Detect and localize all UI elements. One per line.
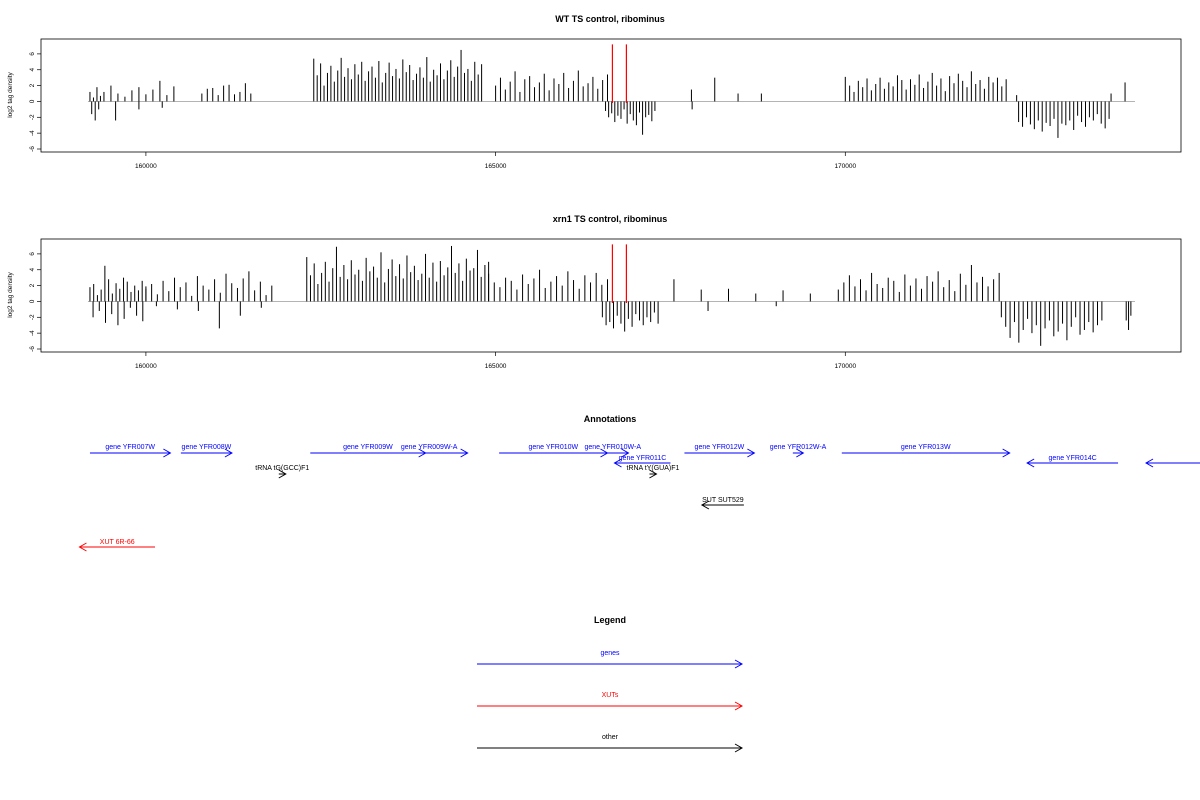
wt-y-tick-label: 0 (29, 99, 36, 103)
annotation-features: gene YFR007W gene YFR008W gene YFR009W gene… (78, 444, 1200, 552)
xrn1-bars (87, 245, 1135, 346)
legend-label: genes (600, 650, 620, 657)
legend-arrow-other (477, 743, 744, 753)
gene-feature-head (163, 448, 172, 458)
xrn1-x-tick-label: 170000 (834, 363, 856, 370)
gene-feature-head (1145, 458, 1154, 468)
wt-y-tick-label: 2 (29, 83, 36, 87)
gene-feature: gene YFR007W (89, 444, 172, 458)
gene-feature-head (1026, 458, 1035, 468)
wt-y-tick-label: 6 (29, 52, 36, 56)
wt-y-tick-label: 4 (29, 68, 36, 72)
gene-feature-head (621, 448, 630, 458)
legend-arrow-other-head (734, 743, 744, 753)
feature-label: gene YFR014C (1049, 455, 1097, 462)
other-feature: SUT SUT529 (700, 497, 744, 510)
feature-label: gene YFR010W-A (584, 444, 641, 451)
feature-label: XUT 6R-66 (100, 539, 135, 546)
xrn1-y-tick-label: -4 (29, 330, 36, 336)
legend-panel: Legend genes XUTs other (477, 615, 744, 753)
wt-y-tick-label: -2 (29, 114, 36, 120)
annotations-title: Annotations (584, 414, 637, 424)
wt-x-tick-label: 170000 (834, 163, 856, 170)
xrn1-x-axis: 160000 165000 170000 (135, 352, 857, 370)
wt-plot-frame (40, 38, 1182, 153)
annotations-panel: Annotations gene YFR007W gene YFR008W gene… (78, 414, 1200, 552)
other-feature-head (278, 469, 287, 479)
wt-y-tick-label: -4 (29, 130, 36, 136)
wt-track-title: WT TS control, ribominus (555, 14, 665, 24)
legend-label: XUTs (602, 692, 619, 699)
xrn1-y-axis-label: log2 tag density (7, 271, 14, 317)
feature-label: gene YFR010W (528, 444, 578, 451)
other-feature: tRNA tY(GUA)F1 (627, 465, 680, 479)
gene-feature (1145, 458, 1200, 468)
gene-feature: gene YFR012W-A (770, 444, 827, 458)
legend-label: other (602, 734, 619, 741)
other-feature-head (700, 500, 710, 510)
feature-label: gene YFR009W-A (401, 444, 458, 451)
wt-x-tick-label: 160000 (135, 163, 157, 170)
xrn1-markers (611, 244, 627, 304)
xrn1-track-panel: xrn1 TS control, ribominus log2 tag dens… (7, 214, 1182, 370)
xrn1-y-tick-label: 6 (29, 252, 36, 256)
xrn1-plot-frame (40, 238, 1182, 353)
wt-y-axis-label: log2 tag density (7, 71, 14, 117)
xrn1-y-tick-label: -6 (29, 346, 36, 352)
wt-track-panel: WT TS control, ribominus log2 tag densit… (7, 14, 1182, 170)
other-feature: tRNA tG(GCC)F1 (255, 465, 309, 479)
legend-title: Legend (594, 615, 626, 625)
legend-arrow-XUTs (477, 701, 744, 711)
xrn1-x-tick-label: 160000 (135, 363, 157, 370)
gene-feature: gene YFR013W (841, 444, 1011, 458)
xrn1-y-axis: -6 -4 -2 0 2 4 6 (29, 252, 41, 352)
gene-feature-head (796, 448, 805, 458)
gene-feature-head (613, 458, 622, 468)
wt-bars (87, 49, 1135, 138)
feature-label: SUT SUT529 (702, 497, 744, 504)
xrn1-track-title: xrn1 TS control, ribominus (553, 214, 668, 224)
xrn1-x-tick-label: 165000 (485, 363, 507, 370)
gene-feature: gene YFR010W-A (584, 444, 641, 458)
legend-arrow-genes (477, 659, 744, 669)
gene-feature-head (747, 448, 756, 458)
gene-feature: gene YFR008W (180, 444, 233, 458)
legend-arrow-genes-head (734, 659, 744, 669)
legend-arrow-XUTs-head (734, 701, 744, 711)
other-feature-head (649, 469, 658, 479)
xrn1-y-tick-label: -2 (29, 314, 36, 320)
xrn1-y-tick-label: 0 (29, 299, 36, 303)
xrn1-y-tick-label: 2 (29, 283, 36, 287)
feature-label: gene YFR007W (105, 444, 155, 451)
gene-feature-head (224, 448, 233, 458)
wt-y-axis: -6 -4 -2 0 2 4 6 (29, 52, 41, 152)
gene-feature: gene YFR009W-A (390, 444, 469, 458)
wt-markers (611, 44, 627, 104)
xut-feature-head (78, 542, 87, 552)
xut-feature: XUT 6R-66 (78, 539, 155, 552)
feature-label: gene YFR012W (695, 444, 745, 451)
gene-feature: gene YFR014C (1026, 455, 1119, 468)
gene-feature: gene YFR012W (684, 444, 756, 458)
gene-feature-head (1002, 448, 1011, 458)
wt-x-axis: 160000 165000 170000 (135, 152, 857, 170)
feature-label: gene YFR009W (343, 444, 393, 451)
feature-label: gene YFR011C (619, 455, 667, 462)
legend-items: genes XUTs other (477, 650, 744, 753)
wt-y-tick-label: -6 (29, 146, 36, 152)
feature-label: gene YFR013W (901, 444, 951, 451)
gene-feature: gene YFR011C (613, 455, 671, 468)
xrn1-y-tick-label: 4 (29, 268, 36, 272)
feature-label: gene YFR012W-A (770, 444, 827, 451)
feature-label: tRNA tY(GUA)F1 (627, 465, 680, 472)
feature-label: gene YFR008W (182, 444, 232, 451)
wt-x-tick-label: 165000 (485, 163, 507, 170)
gene-feature-head (460, 448, 469, 458)
feature-label: tRNA tG(GCC)F1 (255, 465, 309, 472)
